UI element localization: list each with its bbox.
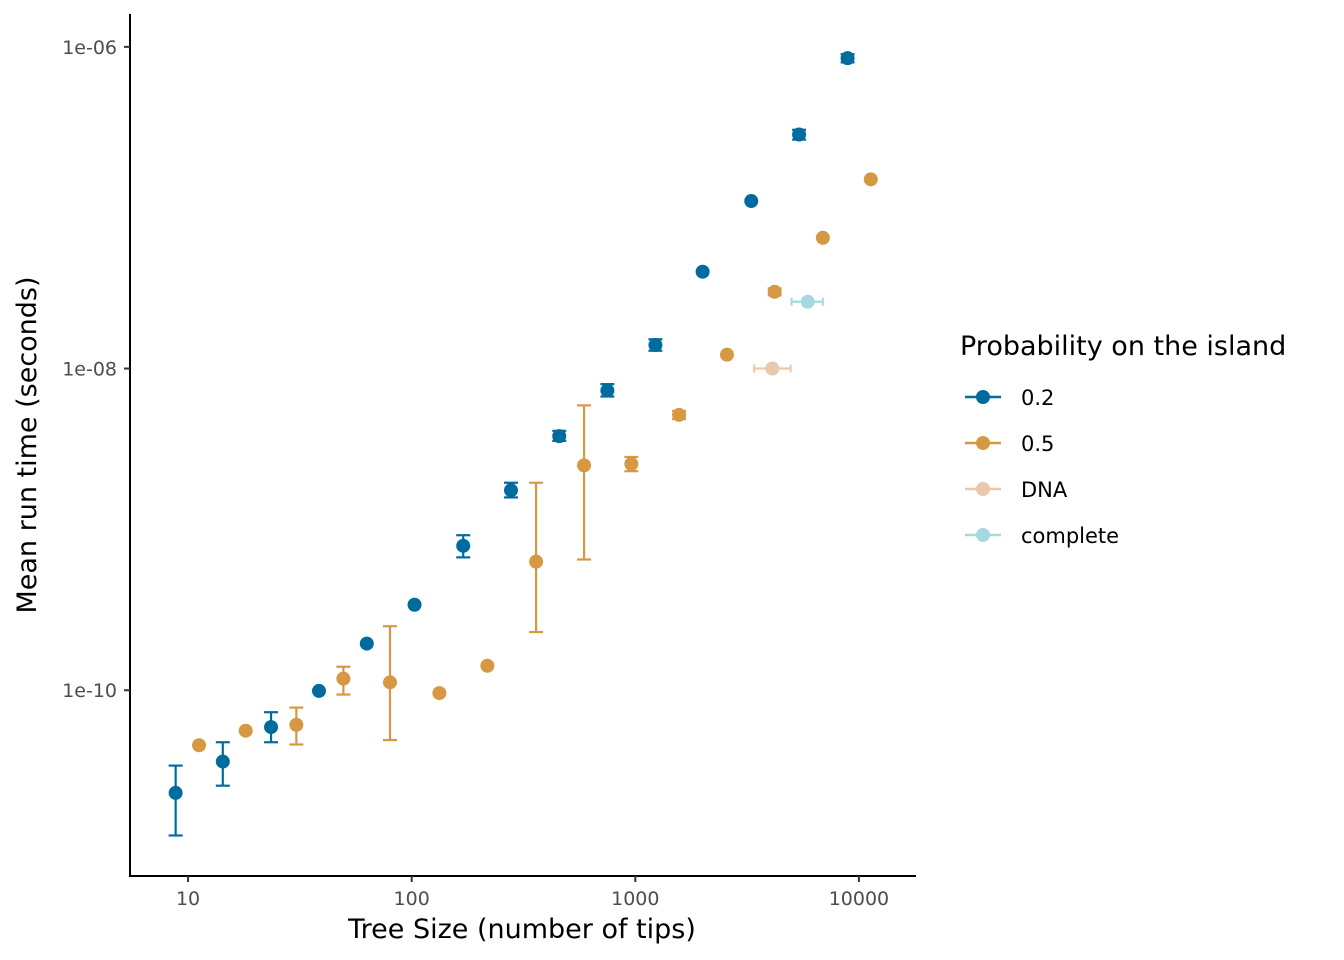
data-point [311,683,326,698]
legend-item: 0.5 [965,432,1054,456]
series-complete [790,294,824,309]
data-point [672,407,687,422]
y-tick-label: 1e-08 [62,359,117,381]
legend-key-point [976,528,990,542]
x-tick-label: 100 [394,888,430,910]
data-point [503,483,518,498]
data-point [695,264,710,279]
legend-label: 0.2 [1021,386,1054,410]
legend-label: DNA [1021,478,1068,502]
legend-label: 0.5 [1021,432,1054,456]
legend-key-point [976,390,990,404]
legend-label: complete [1021,524,1119,548]
data-point [719,347,734,362]
legend-title: Probability on the island [960,331,1286,362]
data-point [648,338,663,353]
data-point [192,738,207,753]
data-point [432,686,447,701]
data-point [529,554,544,569]
y-tick-label: 1e-10 [62,680,117,702]
series-0-5 [192,172,878,753]
series-0-2 [168,51,855,837]
data-point [600,383,615,398]
x-tick-label: 10000 [829,888,889,910]
data-point [577,458,592,473]
data-point [264,720,279,735]
x-axis-title: Tree Size (number of tips) [347,914,696,945]
data-point [765,361,780,376]
data-point [383,675,398,690]
y-tick-label: 1e-06 [62,37,117,59]
plot-area [168,51,878,837]
data-point [815,230,830,245]
data-point [800,294,815,309]
data-point [238,723,253,738]
data-point [359,636,374,651]
data-point [215,754,230,769]
data-point [407,597,422,612]
data-point [744,194,759,209]
y-axis-ticks: 1e-10 1e-08 1e-06 [62,37,130,702]
data-point [336,671,351,686]
x-axis-ticks: 10 100 1000 10000 [176,876,889,910]
y-axis-title: Mean run time (seconds) [12,276,43,613]
data-point [863,172,878,187]
legend-key-point [976,482,990,496]
data-point [289,717,304,732]
data-point [552,429,567,444]
data-point [792,127,807,142]
data-point [168,785,183,800]
data-point [624,456,639,471]
data-point [840,51,855,66]
legend-key-point [976,436,990,450]
series-dna [753,361,792,376]
data-point [480,658,495,673]
data-point [456,538,471,553]
data-point [767,284,782,299]
legend-item: DNA [965,478,1068,502]
x-tick-label: 1000 [611,888,659,910]
legend: Probability on the island 0.2 0.5 DNA compl… [960,331,1286,548]
legend-item: 0.2 [965,386,1054,410]
legend-item: complete [965,524,1119,548]
x-tick-label: 10 [176,888,200,910]
